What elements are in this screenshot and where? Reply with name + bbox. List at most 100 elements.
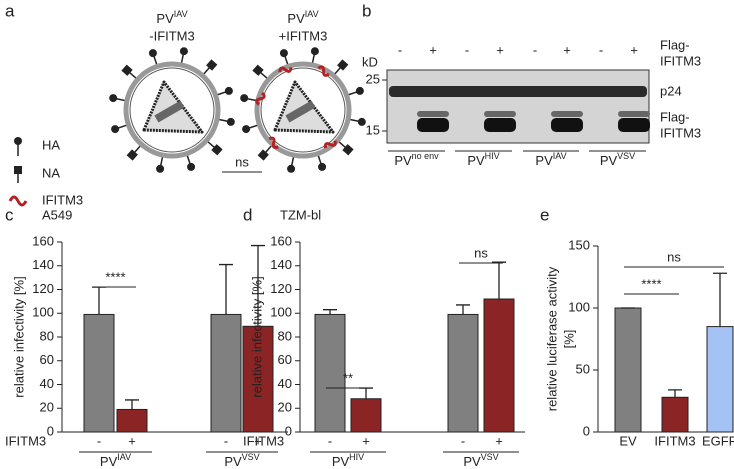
x-tick-label: -	[328, 433, 332, 448]
flag-band-faint	[484, 111, 516, 117]
ha-head	[156, 164, 165, 173]
x-tick-label: +	[128, 433, 136, 448]
flag-band	[551, 118, 583, 132]
virion-subtitle: -IFITM3	[149, 28, 195, 43]
blot	[386, 69, 650, 144]
virion-title: PVIAV	[156, 9, 187, 26]
x-tick-label: EV	[619, 433, 637, 448]
label-sup: HIV	[349, 452, 364, 462]
treatment-label: IFITM3	[660, 53, 701, 68]
label-sup: VSV	[242, 452, 260, 462]
ha-head	[357, 117, 366, 126]
lane-label: +	[630, 42, 638, 57]
flag-band	[484, 118, 516, 132]
label-base: PV	[394, 153, 412, 168]
ha-head	[287, 164, 296, 173]
y-tick-label: 160	[32, 233, 54, 248]
genome	[285, 100, 316, 123]
ha-head	[240, 94, 249, 103]
label-base: PV	[332, 454, 350, 469]
lane-label: +	[496, 42, 504, 57]
x-tick-label: EGFR	[702, 433, 734, 448]
ifitm3	[278, 66, 293, 73]
ha-head	[279, 49, 288, 58]
na-head	[342, 144, 354, 156]
significance: ns	[235, 154, 249, 169]
y-tick-label: 60	[40, 352, 54, 367]
genome	[154, 100, 185, 123]
bar	[83, 313, 115, 433]
marker: 25	[366, 71, 380, 86]
error-bar	[456, 304, 470, 315]
legend-ifitm3	[8, 195, 28, 207]
label-sup: VSV	[617, 151, 635, 161]
y-tick-label: 140	[270, 257, 292, 272]
label-base: PV	[156, 11, 174, 26]
label-sup: VSV	[481, 452, 499, 462]
ifitm3	[268, 136, 279, 149]
chart-title: TZM-bl	[280, 207, 321, 222]
y-tick-label: 160	[270, 233, 292, 248]
y-tick-label: 120	[32, 281, 54, 296]
x-row-label: IFITM3	[243, 433, 284, 448]
na-head	[121, 64, 133, 76]
y-tick-label: 20	[40, 400, 54, 415]
error-bar	[251, 244, 265, 327]
bar	[661, 396, 689, 433]
lane-label: -	[599, 42, 603, 57]
virion-subtitle: +IFITM3	[279, 28, 328, 43]
y-axis-label: relative infectivity [%]	[11, 276, 26, 397]
x-tick-label: -	[461, 433, 465, 448]
y-axis-label: relative luciferase activity	[544, 266, 559, 411]
ha-head	[242, 125, 251, 134]
bar	[483, 298, 515, 433]
group-label: PVno env	[394, 151, 439, 168]
chart-title: A549	[42, 207, 72, 222]
ha-head	[179, 47, 188, 56]
y-tick-label: 40	[278, 376, 292, 391]
label-sup: no env	[412, 151, 440, 161]
label-base: PV	[600, 153, 618, 168]
bar	[614, 307, 642, 433]
legend-label: NA	[42, 165, 60, 180]
error-bar	[92, 286, 106, 315]
flag-band-faint	[417, 111, 449, 117]
x-tick-label: IFITM3	[654, 433, 695, 448]
flag-band	[417, 118, 449, 132]
group-label: PVHIV	[332, 452, 364, 469]
ha-head	[224, 86, 233, 95]
significance: ****	[105, 269, 125, 284]
label-sup: IAV	[117, 452, 131, 462]
y-tick-label: 0	[285, 423, 292, 438]
na-head	[126, 149, 138, 161]
band-label: Flag-	[660, 109, 690, 124]
significance: ns	[667, 249, 681, 264]
y-tick-label: 100	[568, 299, 590, 314]
y-axis-label: relative infectivity [%]	[249, 276, 264, 397]
y-tick-label: 80	[278, 328, 292, 343]
legend-ha	[14, 137, 22, 145]
label-sup: IAV	[305, 9, 319, 19]
ifitm3	[323, 140, 337, 149]
bar	[350, 398, 382, 433]
error-bar	[492, 261, 506, 299]
label-sup: HIV	[485, 151, 500, 161]
na-head	[337, 59, 349, 71]
y-tick-label: 0	[47, 423, 54, 438]
panel-label: b	[362, 1, 371, 20]
flag-band-faint	[618, 111, 650, 117]
panel-label: d	[243, 205, 252, 224]
label-sup: IAV	[553, 151, 567, 161]
ha-head	[318, 162, 327, 171]
y-tick-label: 20	[278, 400, 292, 415]
y-tick-label: 40	[40, 376, 54, 391]
lane-label: -	[465, 42, 469, 57]
x-row-label: IFITM3	[5, 433, 46, 448]
error-bar	[713, 272, 727, 327]
virion-title: PVIAV	[287, 9, 318, 26]
ha-head	[310, 47, 319, 56]
label-base: PV	[100, 454, 118, 469]
na-head	[252, 64, 264, 76]
x-tick-label: -	[224, 433, 228, 448]
error-bar	[125, 399, 139, 410]
